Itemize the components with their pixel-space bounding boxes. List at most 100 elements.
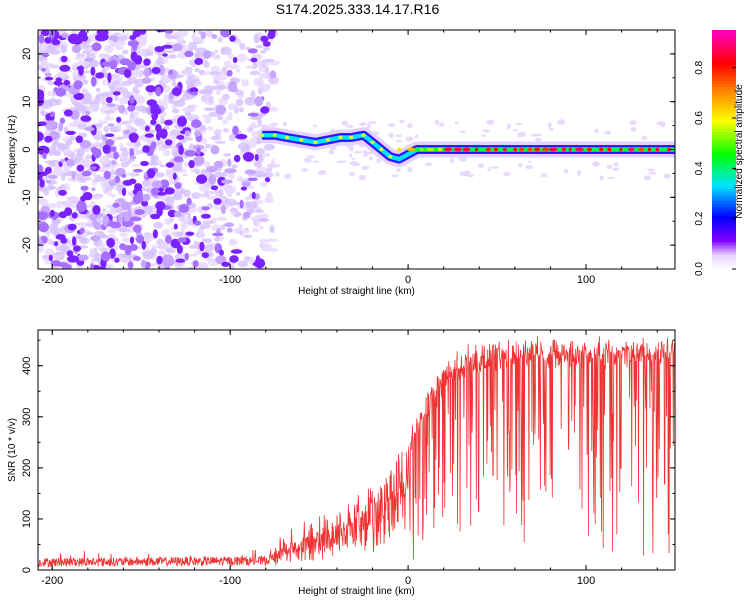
noise-speck — [203, 115, 212, 124]
noise-speck — [204, 30, 213, 38]
noise-speck — [206, 195, 216, 200]
noise-speck — [118, 33, 124, 38]
signal-hotspot — [638, 147, 644, 152]
noise-blob — [155, 124, 162, 133]
signal-hotspot — [419, 147, 424, 152]
noise-speck — [170, 247, 176, 252]
noise-speck — [119, 142, 124, 148]
noise-blob — [220, 204, 226, 215]
noise-speck — [172, 35, 179, 40]
noise-speck — [258, 66, 267, 73]
signal-hotspot — [338, 135, 343, 140]
noise-speck — [223, 152, 232, 157]
noise-speck — [224, 60, 231, 67]
noise-blob — [151, 67, 161, 74]
noise-speck — [236, 53, 248, 62]
noise-speck — [70, 197, 82, 202]
noise-speck — [171, 79, 177, 87]
noise-blob — [44, 135, 53, 143]
noise-speck — [328, 149, 335, 155]
noise-speck — [459, 130, 467, 133]
noise-speck — [405, 136, 414, 142]
noise-speck — [59, 184, 66, 192]
noise-speck — [48, 203, 57, 209]
noise-blob — [247, 48, 258, 54]
noise-speck — [425, 162, 433, 166]
noise-speck — [486, 119, 495, 125]
signal-hotspot — [587, 147, 592, 152]
noise-speck — [220, 47, 225, 55]
signal-hotspot — [541, 147, 550, 152]
noise-blob — [90, 235, 101, 242]
noise-speck — [61, 246, 66, 255]
noise-speck — [203, 244, 215, 252]
noise-speck — [48, 149, 53, 157]
noise-speck — [349, 161, 359, 166]
noise-blob — [106, 237, 115, 248]
noise-speck — [44, 257, 50, 265]
colorbar-cell — [712, 131, 736, 135]
noise-speck — [256, 161, 263, 169]
noise-blob — [110, 160, 117, 166]
noise-speck — [171, 146, 177, 153]
colorbar-cell — [712, 32, 736, 37]
colorbar-cell — [712, 143, 736, 147]
noise-speck — [104, 44, 114, 53]
noise-blob — [113, 153, 119, 159]
noise-blob — [241, 181, 251, 187]
noise-blob — [67, 255, 79, 263]
noise-speck — [76, 235, 81, 240]
noise-speck — [369, 156, 373, 161]
noise-blob — [76, 164, 85, 172]
noise-speck — [230, 240, 236, 245]
noise-blob — [144, 125, 150, 132]
noise-blob — [73, 92, 85, 101]
noise-speck — [264, 196, 274, 204]
noise-blob — [114, 175, 121, 184]
noise-speck — [301, 168, 309, 172]
noise-speck — [261, 83, 272, 89]
noise-blob — [247, 112, 259, 117]
noise-blob — [192, 260, 199, 268]
noise-speck — [260, 181, 268, 188]
noise-blob — [127, 261, 134, 269]
noise-blob — [139, 30, 147, 35]
noise-speck — [235, 212, 242, 217]
noise-blob — [156, 255, 163, 265]
colorbar-cell — [712, 38, 736, 43]
noise-speck — [271, 163, 281, 168]
noise-speck — [177, 30, 189, 37]
spectrogram-noise — [38, 30, 675, 269]
noise-blob — [156, 207, 163, 217]
noise-blob — [48, 174, 58, 180]
noise-speck — [527, 160, 532, 163]
noise-blob — [38, 238, 43, 246]
noise-speck — [156, 57, 164, 66]
noise-speck — [99, 155, 110, 165]
noise-blob — [141, 240, 146, 250]
noise-blob — [175, 258, 186, 263]
colorbar-cell — [712, 239, 736, 243]
noise-speck — [209, 71, 222, 76]
noise-speck — [109, 105, 116, 111]
noise-speck — [111, 193, 116, 199]
noise-speck — [235, 68, 240, 73]
noise-speck — [163, 149, 171, 157]
noise-speck — [102, 120, 108, 124]
signal-hotspot — [285, 135, 290, 140]
noise-blob — [77, 254, 89, 261]
noise-blob — [184, 252, 189, 261]
noise-speck — [349, 171, 355, 177]
noise-blob — [102, 144, 111, 154]
noise-blob — [206, 165, 218, 173]
noise-speck — [158, 249, 166, 256]
noise-blob — [235, 133, 248, 140]
noise-blob — [165, 162, 174, 168]
colorbar-cell — [712, 161, 736, 165]
noise-speck — [612, 167, 620, 171]
y-tick-label: 0 — [21, 146, 33, 152]
colorbar-cell — [712, 110, 736, 115]
noise-speck — [190, 104, 198, 109]
noise-blob — [167, 209, 177, 218]
